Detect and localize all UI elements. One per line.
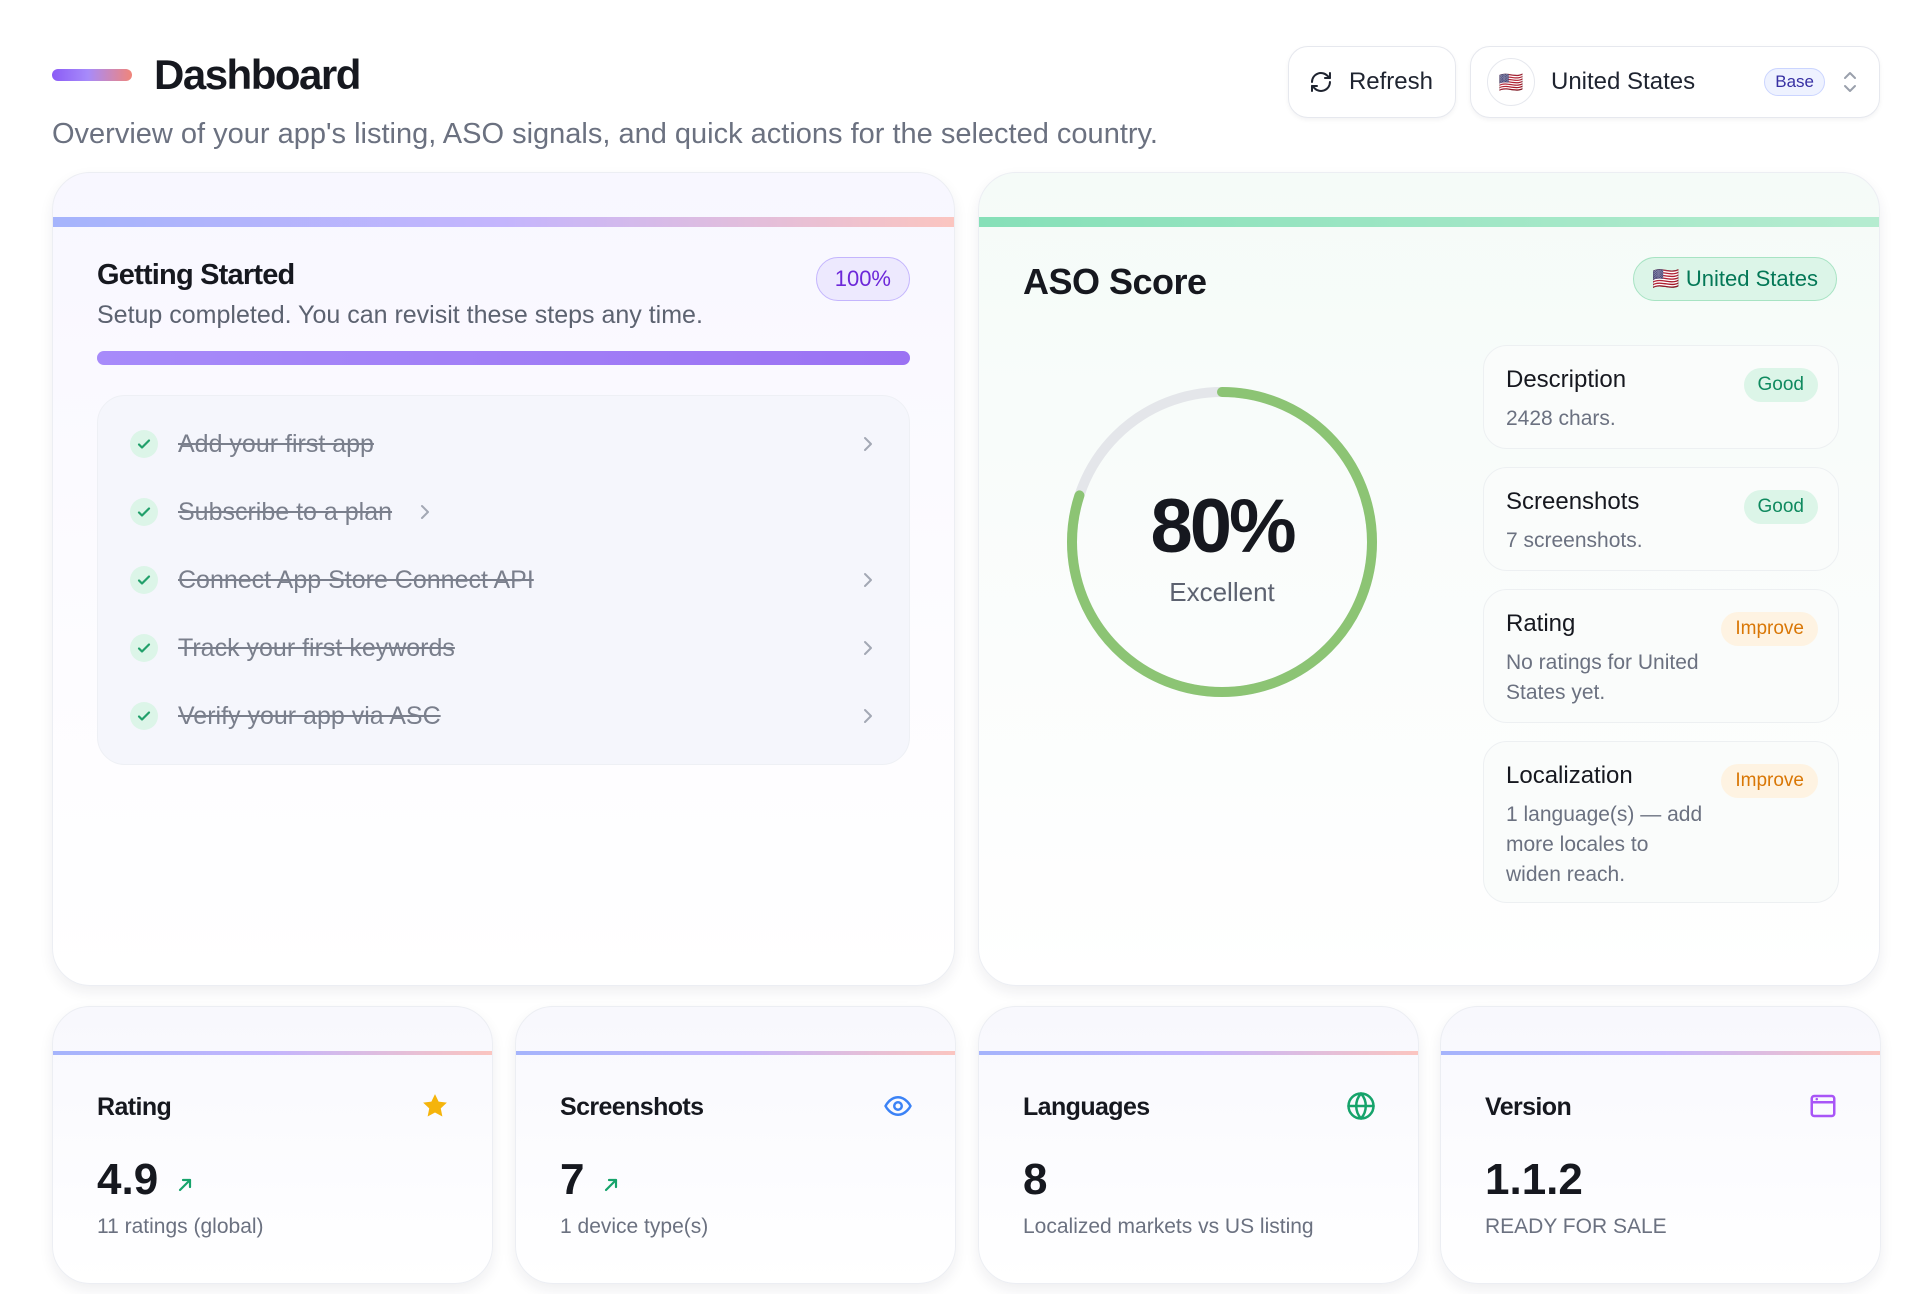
step-connect-asc-api[interactable]: Connect App Store Connect API bbox=[98, 546, 909, 614]
browser-window-icon bbox=[1810, 1094, 1836, 1118]
aso-score-rating: Excellent bbox=[1169, 577, 1275, 607]
stat-value-row: 7 bbox=[560, 1155, 622, 1205]
aso-score-value: 80% bbox=[1150, 484, 1296, 569]
metric-name: Description bbox=[1506, 366, 1627, 393]
step-subscribe-plan[interactable]: Subscribe to a plan bbox=[98, 478, 909, 546]
chevron-up-down-icon bbox=[1844, 72, 1856, 92]
metric-localization: Localization 1 language(s) — add more lo… bbox=[1483, 741, 1839, 903]
chevron-right-icon bbox=[864, 437, 872, 451]
card-accent-line bbox=[53, 217, 954, 227]
stat-value-row: 1.1.2 bbox=[1485, 1155, 1583, 1205]
country-name: United States bbox=[1551, 68, 1696, 95]
stat-label: Screenshots bbox=[560, 1093, 704, 1121]
check-icon bbox=[130, 566, 158, 594]
gauge-arc bbox=[1067, 387, 1377, 697]
getting-started-card: Getting Started Setup completed. You can… bbox=[52, 172, 955, 986]
stat-card-rating: Rating 4.9 11 ratings (global) bbox=[52, 1006, 493, 1284]
status-badge: Good bbox=[1743, 368, 1818, 402]
check-icon bbox=[130, 634, 158, 662]
stat-value: 8 bbox=[1023, 1155, 1048, 1204]
page-header: Dashboard Overview of your app's listing… bbox=[52, 44, 1880, 154]
getting-started-subtitle: Setup completed. You can revisit these s… bbox=[97, 301, 703, 329]
card-accent-line bbox=[979, 1051, 1418, 1055]
card-accent-line bbox=[979, 217, 1879, 227]
metric-description: Description 2428 chars. Good bbox=[1483, 345, 1839, 449]
getting-started-title: Getting Started bbox=[97, 259, 295, 291]
step-verify-app[interactable]: Verify your app via ASC bbox=[98, 682, 909, 750]
stat-value-row: 8 bbox=[1023, 1155, 1047, 1205]
star-icon bbox=[423, 1094, 447, 1117]
metric-detail: 1 language(s) — add more locales to wide… bbox=[1506, 803, 1703, 886]
metric-rating: Rating No ratings for United States yet.… bbox=[1483, 589, 1839, 723]
metric-detail: 7 screenshots. bbox=[1506, 529, 1643, 552]
setup-progress-bar bbox=[97, 351, 910, 365]
aso-score-title: ASO Score bbox=[1023, 261, 1207, 302]
stat-label: Version bbox=[1485, 1093, 1572, 1121]
page-title: Dashboard bbox=[154, 51, 361, 98]
check-icon bbox=[130, 702, 158, 730]
status-badge: Improve bbox=[1721, 764, 1818, 798]
stat-subtext: READY FOR SALE bbox=[1485, 1215, 1667, 1238]
status-badge: Good bbox=[1743, 490, 1818, 524]
globe-icon bbox=[1347, 1092, 1375, 1120]
check-icon bbox=[130, 430, 158, 458]
step-label: Add your first app bbox=[178, 429, 374, 458]
eye-icon bbox=[884, 1096, 912, 1116]
stat-value: 1.1.2 bbox=[1485, 1155, 1583, 1204]
title-accent-bar bbox=[52, 69, 132, 81]
stat-card-screenshots: Screenshots 7 1 device type(s) bbox=[515, 1006, 956, 1284]
aso-score-gauge bbox=[1067, 387, 1377, 697]
aso-score-card: ASO Score 🇺🇸 United States 80% Excellent… bbox=[978, 172, 1880, 986]
page-subtitle: Overview of your app's listing, ASO sign… bbox=[52, 118, 1158, 150]
chevron-right-icon bbox=[864, 573, 872, 587]
step-track-keywords[interactable]: Track your first keywords bbox=[98, 614, 909, 682]
step-label: Connect App Store Connect API bbox=[178, 565, 534, 594]
stat-subtext: Localized markets vs US listing bbox=[1023, 1215, 1314, 1238]
stat-card-languages: Languages 8 Localized markets vs US list… bbox=[978, 1006, 1419, 1284]
step-label: Track your first keywords bbox=[178, 633, 455, 662]
trend-up-icon bbox=[605, 1178, 618, 1192]
flag-icon: 🇺🇸 bbox=[1487, 58, 1535, 106]
base-badge: Base bbox=[1764, 68, 1825, 96]
check-icon bbox=[130, 498, 158, 526]
stat-value: 7 bbox=[560, 1155, 585, 1204]
metric-screenshots: Screenshots 7 screenshots. Good bbox=[1483, 467, 1839, 571]
card-accent-line bbox=[516, 1051, 955, 1055]
refresh-button[interactable]: Refresh bbox=[1288, 46, 1456, 118]
chevron-right-icon bbox=[864, 709, 872, 723]
step-label: Verify your app via ASC bbox=[178, 701, 441, 730]
progress-percent-badge: 100% bbox=[815, 257, 910, 301]
metric-name: Screenshots bbox=[1506, 488, 1640, 515]
step-label: Subscribe to a plan bbox=[178, 497, 393, 526]
card-accent-line bbox=[1441, 1051, 1880, 1055]
stat-subtext: 11 ratings (global) bbox=[97, 1215, 264, 1238]
metric-name: Rating bbox=[1506, 610, 1576, 637]
chevron-right-icon bbox=[421, 505, 430, 519]
refresh-label: Refresh bbox=[1348, 68, 1433, 95]
step-add-first-app[interactable]: Add your first app bbox=[98, 410, 909, 478]
aso-country-badge: 🇺🇸 United States bbox=[1633, 257, 1837, 301]
stat-value-row: 4.9 bbox=[97, 1155, 196, 1205]
refresh-icon bbox=[1310, 72, 1331, 92]
setup-progress-fill bbox=[97, 351, 910, 365]
metric-detail: No ratings for United States yet. bbox=[1506, 651, 1699, 704]
stat-label: Languages bbox=[1023, 1093, 1150, 1121]
metric-name: Localization bbox=[1506, 762, 1633, 789]
trend-up-icon bbox=[179, 1178, 192, 1192]
metric-detail: 2428 chars. bbox=[1506, 407, 1616, 430]
stat-label: Rating bbox=[97, 1093, 172, 1121]
country-selector[interactable]: 🇺🇸 United States Base bbox=[1470, 46, 1880, 118]
chevron-right-icon bbox=[864, 641, 872, 655]
status-badge: Improve bbox=[1721, 612, 1818, 646]
card-accent-line bbox=[53, 1051, 492, 1055]
stat-value: 4.9 bbox=[97, 1155, 159, 1204]
setup-steps-list: Add your first app Subscribe to a plan C… bbox=[97, 395, 910, 765]
stat-subtext: 1 device type(s) bbox=[560, 1215, 709, 1238]
stat-card-version: Version 1.1.2 READY FOR SALE bbox=[1440, 1006, 1881, 1284]
